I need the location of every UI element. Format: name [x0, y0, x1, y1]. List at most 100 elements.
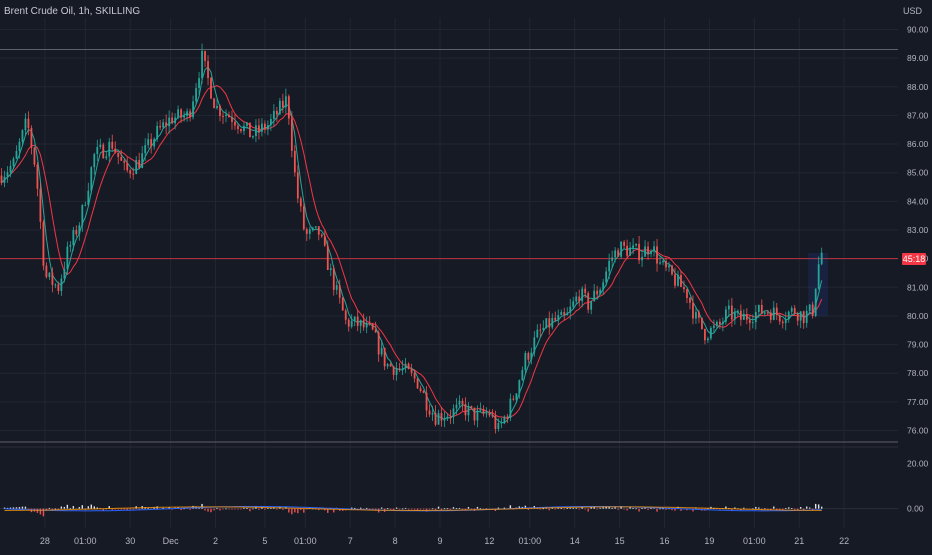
candle [718, 321, 721, 325]
candle [629, 248, 631, 256]
candle [404, 363, 407, 368]
candle [677, 274, 679, 286]
candle [566, 312, 569, 316]
candle [275, 110, 278, 115]
candle [488, 413, 491, 416]
osc-bar [354, 507, 356, 509]
osc-bar [153, 507, 155, 509]
candle [811, 304, 814, 316]
osc-bar [623, 508, 625, 510]
candle [359, 320, 362, 326]
osc-bar [587, 508, 589, 512]
osc-bar [578, 508, 580, 510]
osc-bar [108, 506, 110, 509]
candle [530, 352, 533, 360]
osc-bar [782, 508, 784, 510]
oscillator-pane [0, 503, 898, 517]
candle [817, 264, 820, 289]
candle [545, 318, 548, 328]
candle [772, 307, 775, 320]
x-tick-label: 12 [484, 536, 494, 546]
osc-bar [635, 508, 637, 510]
y-tick-label: 81.00 [907, 282, 929, 292]
candle [290, 118, 293, 151]
osc-bar [419, 508, 422, 510]
candle [371, 324, 374, 330]
candle [509, 398, 512, 419]
candle [246, 122, 248, 126]
candle [799, 311, 802, 321]
candle [650, 251, 652, 254]
osc-bar [132, 508, 134, 510]
x-tick-label: 01:00 [743, 536, 766, 546]
candle [350, 320, 353, 327]
osc-bar [434, 508, 437, 511]
osc-bar [261, 507, 263, 509]
osc-bar [800, 507, 802, 509]
candle [695, 312, 697, 319]
candle [380, 347, 383, 355]
osc-bar [602, 507, 604, 509]
candle [452, 408, 455, 417]
candle [177, 109, 180, 118]
candle [407, 363, 410, 369]
candle [467, 406, 470, 416]
candle [383, 347, 386, 367]
candle [3, 176, 6, 183]
x-tick-label: 5 [262, 536, 267, 546]
osc-bar [111, 508, 113, 510]
osc-y-tick-label: 20.00 [907, 458, 929, 468]
osc-bar [6, 507, 9, 509]
candle [473, 407, 476, 421]
y-tick-label: 78.00 [907, 368, 929, 378]
osc-bar [443, 508, 446, 510]
candle [506, 416, 509, 419]
osc-bar [102, 508, 104, 512]
candle [820, 252, 823, 265]
candle [48, 272, 51, 277]
y-tick-label: 84.00 [907, 196, 929, 206]
osc-bar [36, 508, 39, 513]
osc-bar [123, 508, 125, 510]
candle [560, 312, 563, 316]
x-tick-label: 21 [794, 536, 804, 546]
candle [455, 404, 458, 409]
candle [587, 293, 590, 310]
osc-bar [365, 507, 368, 509]
candle [796, 313, 799, 321]
osc-bar [297, 508, 299, 514]
osc-bar [503, 507, 506, 509]
osc-bar [779, 508, 781, 510]
candle [156, 125, 159, 140]
osc-bar [575, 507, 577, 509]
osc-bar [599, 507, 601, 509]
candle [659, 262, 661, 264]
osc-bar [671, 508, 673, 511]
candle [63, 268, 66, 279]
candle [15, 150, 18, 159]
candle [141, 153, 144, 168]
candle [153, 139, 156, 147]
candle [362, 320, 365, 328]
candle [569, 306, 572, 313]
candle [572, 301, 575, 307]
reference-lines [0, 49, 898, 443]
osc-bar [788, 507, 790, 509]
osc-bar [662, 508, 664, 510]
candle [515, 393, 518, 400]
candle [258, 125, 260, 132]
candle [745, 314, 748, 320]
osc-bar [216, 508, 218, 510]
osc-bar [446, 508, 449, 510]
candle [769, 312, 772, 320]
osc-bar [569, 507, 571, 509]
osc-bar [258, 508, 260, 510]
candle [674, 274, 676, 286]
osc-bar [264, 508, 266, 510]
candle [479, 408, 482, 411]
osc-bar [629, 507, 631, 509]
candle [551, 317, 554, 328]
candle [117, 152, 120, 157]
